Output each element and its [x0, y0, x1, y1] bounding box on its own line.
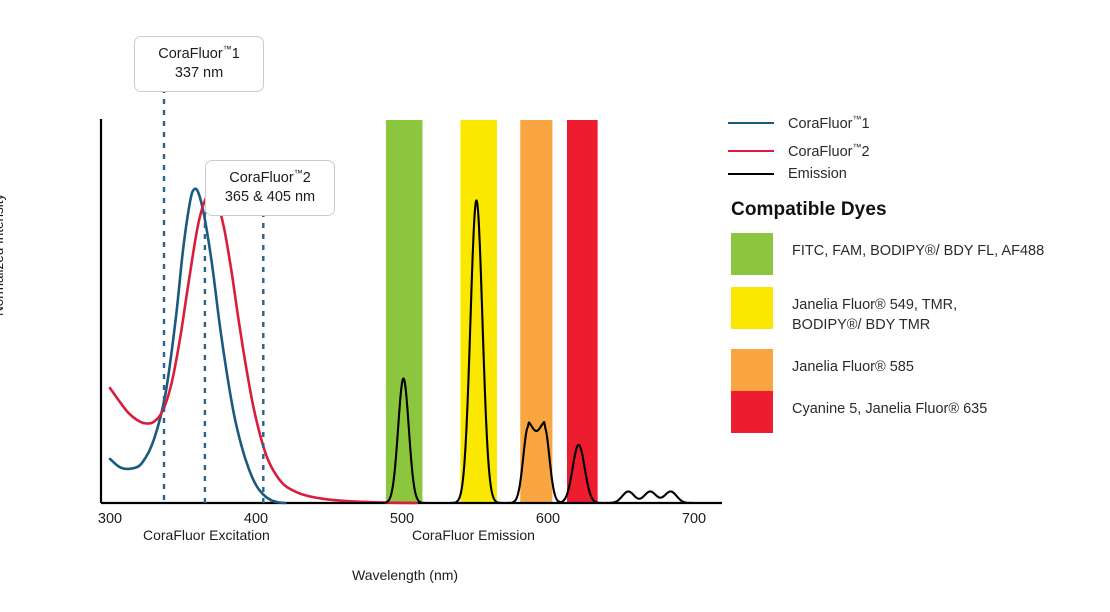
- trademark-icon: ™: [293, 168, 303, 178]
- green-band: [385, 120, 423, 503]
- callout-corafluor2-index: 2: [302, 169, 311, 186]
- legend-line-emission: [728, 173, 774, 175]
- dye-swatch-yellow: [731, 287, 773, 329]
- dye-item-green: FITC, FAM, BODIPY®/ BDY FL, AF488: [731, 233, 1044, 275]
- dye-swatch-red: [731, 391, 773, 433]
- callout-corafluor1-index: 1: [231, 45, 240, 62]
- callout-corafluor1-title: CoraFluor™1: [145, 44, 253, 64]
- dye-label-yellow: Janelia Fluor® 549, TMR, BODIPY®/ BDY TM…: [792, 297, 958, 333]
- plot-area: 300 400 500 600 700 CoraFluor™1 337 nm CoraF…: [0, 36, 722, 583]
- callout-corafluor2: CoraFluor™2 365 & 405 nm: [205, 160, 335, 217]
- emission-region-label: CoraFluor Emission: [412, 527, 535, 543]
- x-tick-label: 700: [682, 511, 706, 527]
- dye-label-orange: Janelia Fluor® 585: [792, 359, 914, 375]
- dye-item-yellow: Janelia Fluor® 549, TMR, BODIPY®/ BDY TM…: [731, 287, 957, 335]
- legend-label-corafluor2-name: CoraFluor: [788, 143, 853, 160]
- curve-corafluor1: [108, 187, 287, 505]
- legend-item-corafluor2: CoraFluor™2: [728, 142, 870, 160]
- x-tick-label: 300: [98, 511, 122, 527]
- x-tick-label: 600: [536, 511, 560, 527]
- red-band: [566, 120, 598, 503]
- legend-item-emission: Emission: [728, 166, 847, 182]
- compatible-dyes-title: Compatible Dyes: [731, 199, 887, 220]
- trademark-icon: ™: [852, 142, 862, 152]
- spectra-chart: 300 400 500 600 700: [98, 88, 722, 527]
- excitation-region-label: CoraFluor Excitation: [143, 527, 270, 543]
- callout-corafluor1: CoraFluor™1 337 nm: [134, 36, 264, 93]
- dye-item-orange: Janelia Fluor® 585: [731, 349, 914, 391]
- legend-label-corafluor1: CoraFluor™1: [788, 114, 870, 132]
- callout-corafluor1-value: 337 nm: [174, 65, 224, 82]
- legend-label-corafluor1-index: 1: [861, 115, 870, 132]
- dye-label-green: FITC, FAM, BODIPY®/ BDY FL, AF488: [792, 243, 1045, 259]
- legend-label-corafluor2: CoraFluor™2: [788, 142, 870, 160]
- curve-emission: [335, 199, 710, 505]
- legend-line-corafluor2: [728, 149, 774, 152]
- curve-corafluor2: [108, 193, 418, 505]
- callout-corafluor2-value: 365 & 405 nm: [224, 189, 316, 206]
- x-tick-label: 400: [244, 511, 268, 527]
- dye-swatch-green: [731, 233, 773, 275]
- legend-panel: CoraFluor™1 CoraFluor™2 Emission Compati…: [728, 100, 1110, 460]
- callout-corafluor1-name: CoraFluor: [158, 45, 223, 62]
- trademark-icon: ™: [222, 44, 232, 54]
- legend-label-corafluor1-name: CoraFluor: [788, 115, 853, 132]
- callout-corafluor2-name: CoraFluor: [229, 169, 294, 186]
- dye-swatch-orange: [731, 349, 773, 391]
- legend-item-corafluor1: CoraFluor™1: [728, 114, 870, 132]
- legend-label-corafluor2-index: 2: [861, 143, 870, 160]
- legend-line-corafluor1: [728, 121, 774, 124]
- trademark-icon: ™: [852, 114, 862, 124]
- y-axis-label: Normalized Intensity: [0, 193, 6, 316]
- x-axis-label: Wavelength (nm): [352, 567, 459, 583]
- dye-label-red: Cyanine 5, Janelia Fluor® 635: [792, 401, 988, 417]
- legend-label-emission: Emission: [788, 166, 847, 182]
- x-tick-label: 500: [390, 511, 414, 527]
- dye-item-red: Cyanine 5, Janelia Fluor® 635: [731, 391, 987, 433]
- callout-corafluor2-title: CoraFluor™2: [216, 168, 324, 188]
